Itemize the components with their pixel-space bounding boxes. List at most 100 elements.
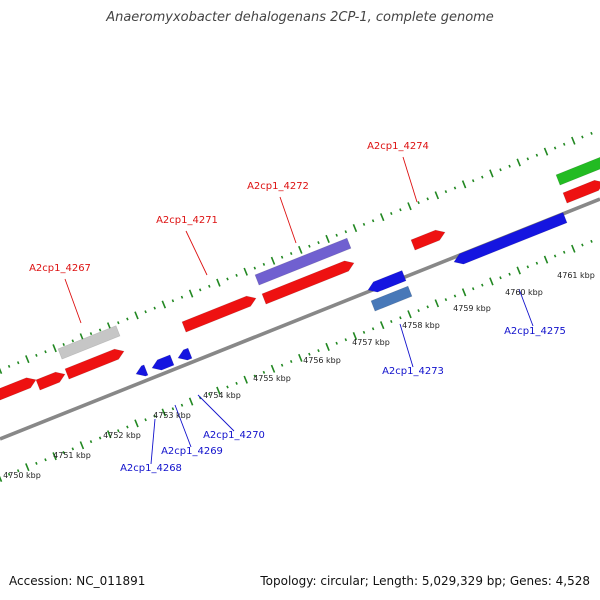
gene-label-leader [402, 156, 418, 203]
outer-tick-major [571, 136, 576, 145]
inner-tick-minor [335, 341, 338, 345]
kbp-label: 4754 kbp [203, 391, 241, 400]
outer-tick-major [216, 278, 221, 287]
outer-tick-minor [98, 328, 102, 332]
inner-tick-major [106, 430, 112, 439]
outer-tick-minor [35, 353, 38, 357]
outer-tick-minor [89, 332, 93, 336]
inner-tick-major [0, 475, 3, 483]
outer-tick-minor [335, 233, 338, 237]
outer-tick-minor [453, 186, 457, 190]
inner-tick-minor [71, 447, 75, 451]
inner-tick-minor [235, 381, 238, 385]
outer-tick-minor [562, 142, 566, 146]
green-feature-box [555, 156, 600, 186]
inner-tick-minor [581, 243, 584, 247]
outer-tick-major [516, 158, 521, 167]
outer-tick-major [407, 202, 412, 211]
outer-tick-major [298, 245, 303, 254]
gene-label-leader [399, 323, 414, 368]
outer-tick-major [379, 213, 385, 222]
outer-tick-minor [308, 244, 311, 248]
gene-label: A2cp1_4273 [382, 366, 444, 377]
outer-tick-minor [499, 168, 502, 172]
pseudogene-box [57, 325, 121, 360]
outer-tick-major [270, 256, 276, 265]
outer-tick-minor [426, 197, 429, 201]
inner-tick-minor [289, 359, 293, 364]
inner-tick-major [571, 244, 576, 253]
inner-tick-major [516, 266, 521, 275]
outer-tick-minor [262, 262, 266, 266]
outer-tick-minor [280, 255, 284, 259]
outer-tick-major [52, 344, 57, 353]
outer-tick-minor [235, 273, 238, 277]
gene-label: A2cp1_4267 [29, 263, 91, 274]
outer-tick-minor [180, 295, 184, 299]
gene-arrow-forward [35, 371, 66, 391]
inner-tick-minor [98, 436, 102, 440]
inner-tick-track [0, 239, 593, 483]
inner-tick-major [188, 397, 194, 406]
kbp-label: 4761 kbp [557, 271, 595, 280]
gene-label: A2cp1_4268 [120, 463, 182, 474]
inner-tick-minor [417, 309, 420, 313]
gene-label-leader [185, 230, 208, 276]
outer-tick-minor [153, 306, 156, 310]
inner-tick-major [25, 463, 30, 472]
outer-tick-major [243, 267, 248, 276]
outer-tick-minor [7, 364, 11, 368]
kbp-label: 4753 kbp [153, 411, 191, 420]
inner-tick-minor [262, 370, 266, 374]
kbp-label: 4750 kbp [3, 471, 41, 480]
inner-tick-minor [471, 287, 475, 291]
inner-tick-minor [208, 392, 211, 396]
inner-tick-minor [562, 250, 566, 254]
outer-tick-minor [208, 284, 211, 288]
gene-label-leader [518, 288, 534, 327]
outer-tick-minor [417, 201, 420, 205]
gene-label: A2cp1_4274 [367, 141, 429, 152]
kbp-label: 4756 kbp [303, 356, 341, 365]
outer-tick-minor [471, 179, 475, 183]
inner-tick-major [52, 452, 57, 461]
outer-tick-minor [390, 211, 393, 216]
page-title: Anaeromyxobacter dehalogenans 2CP-1, com… [106, 10, 494, 25]
outer-tick-minor [371, 219, 375, 223]
gene-arrow-reverse [135, 364, 149, 377]
label-leaders [64, 156, 534, 465]
inner-tick-minor [526, 265, 530, 269]
gene-arrow-reverse [151, 354, 175, 371]
outer-tick-minor [62, 342, 65, 347]
inner-tick-minor [7, 472, 11, 476]
outer-tick-minor [481, 175, 484, 179]
gene-label-leader [174, 404, 192, 448]
inner-tick-minor [426, 305, 429, 309]
inner-tick-minor [362, 330, 366, 334]
gene-label: A2cp1_4270 [203, 430, 265, 441]
kbp-labels: 4750 kbp 4751 kbp 4752 kbp 4753 kbp 4754 kbp… [3, 271, 595, 480]
outer-tick-major [325, 234, 330, 243]
outer-tick-major [188, 289, 194, 298]
outer-tick-minor [71, 339, 75, 343]
inner-tick-minor [16, 469, 20, 473]
misc-feature-box [370, 285, 413, 312]
inner-tick-major [325, 342, 330, 351]
outer-tick-minor [362, 222, 366, 226]
inner-tick-minor [344, 338, 348, 342]
inner-tick-minor [62, 450, 65, 455]
inner-tick-minor [317, 349, 320, 353]
genome-summary-text: Topology: circular; Length: 5,029,329 bp… [260, 574, 590, 588]
gene-arrow-reverse [367, 270, 407, 293]
outer-tick-track [0, 131, 593, 375]
kbp-label: 4751 kbp [53, 451, 91, 460]
gene-arrow-reverse [453, 212, 568, 265]
outer-tick-minor [226, 277, 229, 281]
inner-tick-minor [89, 440, 93, 444]
inner-tick-minor [390, 319, 393, 324]
inner-tick-minor [126, 425, 129, 429]
outer-tick-minor [508, 164, 511, 168]
inner-tick-minor [499, 276, 502, 280]
outer-tick-major [352, 224, 358, 233]
gene-label-leader [197, 394, 235, 432]
